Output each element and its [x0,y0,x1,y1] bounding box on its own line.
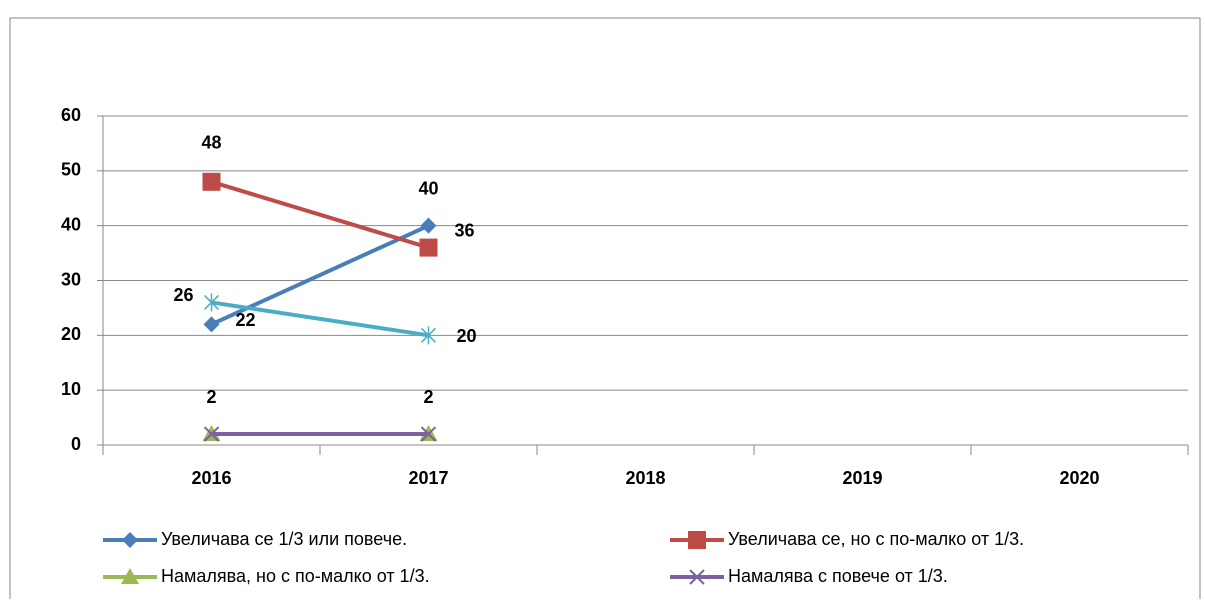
y-tick-label: 60 [61,105,81,125]
data-label: 48 [201,133,221,153]
data-label: 20 [456,326,476,346]
y-tick-label: 20 [61,324,81,344]
chart-frame [9,17,1201,599]
marker [419,238,438,257]
x-tick-label: 2018 [625,468,665,488]
data-label: 22 [235,310,255,330]
marker [203,316,220,333]
legend-label: Увеличава се, но с по-малко от 1/3. [728,529,1024,549]
legend-label: Увеличава се 1/3 или повече. [161,529,407,549]
marker [420,326,437,345]
legend-label: Намалява с повече от 1/3. [728,566,948,586]
y-tick-label: 50 [61,160,81,180]
x-tick-label: 2017 [408,468,448,488]
x-tick-label: 2016 [191,468,231,488]
data-label: 26 [173,285,193,305]
marker [420,426,437,442]
marker [688,531,706,549]
x-tick-label: 2019 [842,468,882,488]
marker [122,532,138,548]
marker [203,426,220,442]
marker [203,293,220,312]
data-label: 40 [418,178,438,198]
x-tick-label: 2020 [1059,468,1099,488]
y-tick-label: 40 [61,214,81,234]
legend-label: Намалява, но с по-малко от 1/3. [161,566,430,586]
marker [689,569,705,585]
marker [420,217,437,234]
marker [202,172,221,191]
y-tick-label: 30 [61,269,81,289]
data-label: 2 [206,387,216,407]
marker [121,568,139,584]
data-label: 36 [454,220,474,240]
data-label: 2 [423,387,433,407]
series-line [210,179,430,250]
series-line [211,300,429,338]
y-tick-label: 10 [61,379,81,399]
y-tick-label: 0 [71,434,81,454]
